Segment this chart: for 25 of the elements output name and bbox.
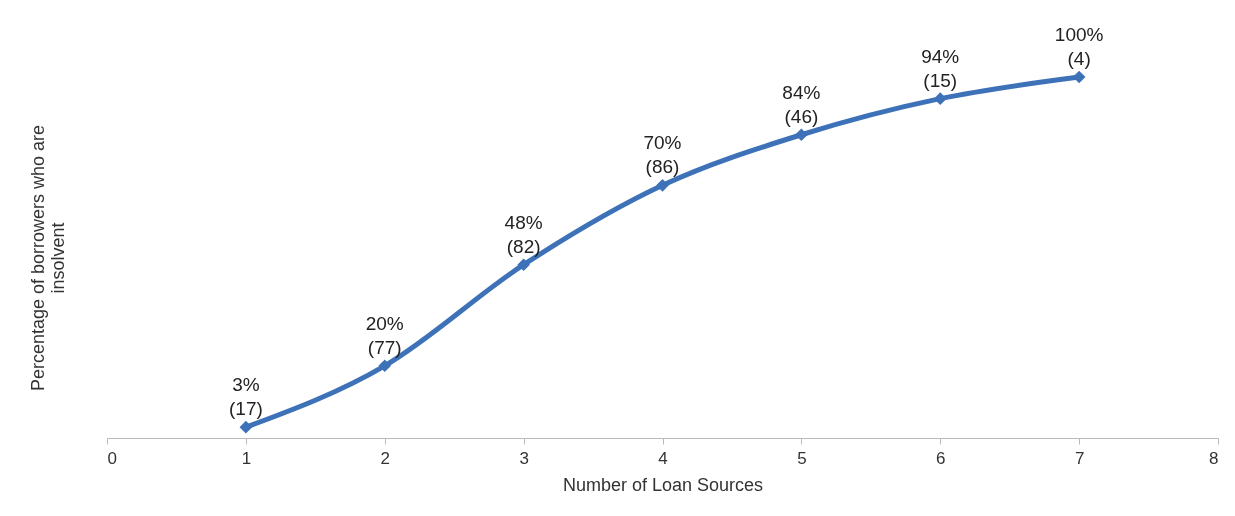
point	[1072, 70, 1086, 84]
x-axis-title: Number of Loan Sources	[562, 474, 764, 495]
data-label: 84% (46)	[782, 81, 821, 127]
point	[378, 359, 392, 373]
x-tick-label: 4	[658, 448, 668, 468]
x-tick-label: 6	[936, 448, 946, 468]
point	[933, 92, 947, 105]
data-label: 70% (86)	[643, 132, 682, 178]
data-label: 94% (15)	[921, 45, 960, 91]
x-tick-label: 0	[107, 448, 117, 468]
data-label: 48% (82)	[504, 211, 543, 257]
point	[656, 178, 669, 192]
point	[239, 420, 253, 434]
point	[795, 128, 808, 142]
x-tick-label: 5	[797, 448, 807, 468]
data-label: 3% (17)	[228, 374, 263, 420]
x-tick-label: 7	[1074, 448, 1085, 468]
x-tick-label: 2	[380, 448, 390, 468]
data-label: 100% (4)	[1054, 24, 1104, 69]
x-tick-label: 3	[519, 448, 529, 468]
point	[517, 258, 530, 272]
x-tick-label: 8	[1209, 448, 1219, 468]
y-axis-title: Percentage of borrowers who are insolvent	[27, 124, 68, 392]
x-tick-label: 1	[241, 448, 252, 468]
data-label: 20% (77)	[365, 312, 404, 358]
